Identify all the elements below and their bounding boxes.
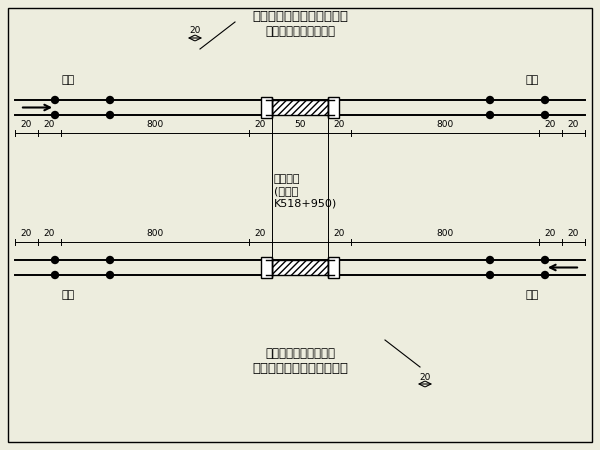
- Text: 800: 800: [146, 120, 164, 129]
- Text: 20: 20: [545, 120, 556, 129]
- Circle shape: [52, 256, 59, 264]
- Circle shape: [542, 256, 548, 264]
- Text: 显示停车手信号的防护人员: 显示停车手信号的防护人员: [252, 362, 348, 375]
- Text: 20: 20: [21, 229, 32, 238]
- Circle shape: [487, 271, 493, 279]
- Bar: [328, 257, 339, 278]
- Bar: [272, 260, 328, 275]
- Text: 哨墩: 哨墩: [526, 290, 539, 300]
- Circle shape: [487, 96, 493, 104]
- Text: 移动停车信号牌（灯）: 移动停车信号牌（灯）: [265, 347, 335, 360]
- Text: K518+950): K518+950): [274, 198, 337, 208]
- Text: 20: 20: [21, 120, 32, 129]
- Text: 20: 20: [568, 120, 579, 129]
- Circle shape: [107, 96, 113, 104]
- Bar: [261, 97, 272, 118]
- Text: 20: 20: [568, 229, 579, 238]
- Text: 20: 20: [545, 229, 556, 238]
- Circle shape: [52, 96, 59, 104]
- Text: 20: 20: [334, 229, 345, 238]
- Text: 800: 800: [146, 229, 164, 238]
- Circle shape: [107, 112, 113, 118]
- Text: 20: 20: [44, 229, 55, 238]
- Circle shape: [487, 256, 493, 264]
- Circle shape: [52, 112, 59, 118]
- Circle shape: [542, 96, 548, 104]
- Bar: [261, 257, 272, 278]
- Circle shape: [542, 271, 548, 279]
- Bar: [328, 97, 339, 118]
- Text: 施工地点: 施工地点: [274, 175, 301, 184]
- Text: 哨墩: 哨墩: [526, 75, 539, 85]
- Text: 移动停车信号牌（灯）: 移动停车信号牌（灯）: [265, 25, 335, 38]
- Text: 800: 800: [436, 229, 454, 238]
- Bar: [272, 100, 328, 115]
- Text: 20: 20: [255, 120, 266, 129]
- Text: 哨墩: 哨墩: [61, 75, 74, 85]
- Circle shape: [107, 271, 113, 279]
- Text: 50: 50: [294, 120, 306, 129]
- Text: (沪昆线: (沪昆线: [274, 186, 298, 197]
- Text: 哨墩: 哨墩: [61, 290, 74, 300]
- Text: 800: 800: [436, 120, 454, 129]
- Circle shape: [52, 271, 59, 279]
- Text: 显示停车手信号的防护人员: 显示停车手信号的防护人员: [252, 10, 348, 23]
- Text: 20: 20: [190, 26, 200, 35]
- Text: 20: 20: [255, 229, 266, 238]
- Circle shape: [107, 256, 113, 264]
- Text: 20: 20: [44, 120, 55, 129]
- Circle shape: [487, 112, 493, 118]
- Text: 20: 20: [334, 120, 345, 129]
- Circle shape: [542, 112, 548, 118]
- Text: 20: 20: [419, 373, 431, 382]
